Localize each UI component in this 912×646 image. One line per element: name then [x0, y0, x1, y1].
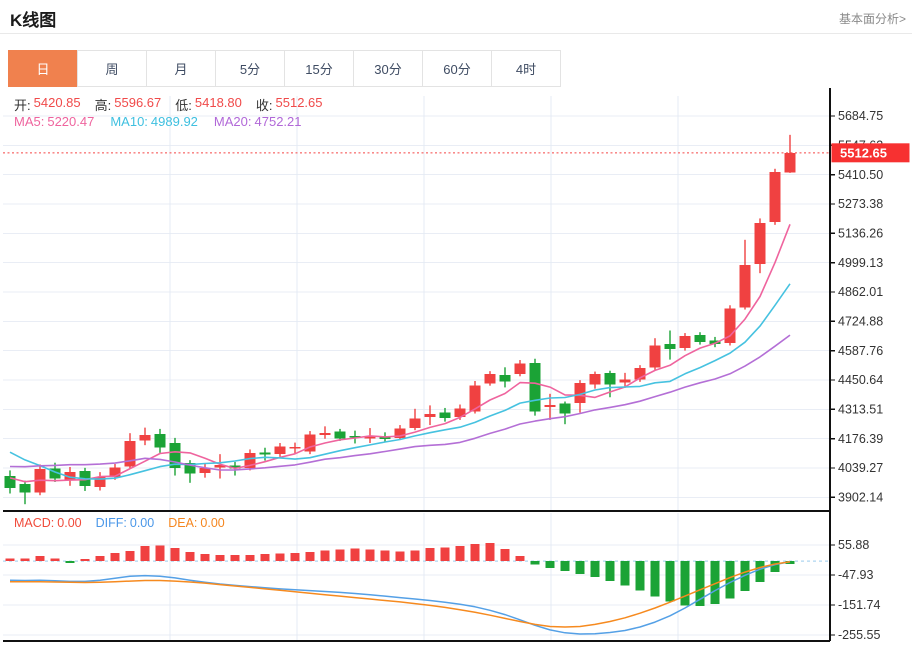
diff-line	[9, 560, 791, 635]
high-value: 5596.67	[114, 95, 162, 110]
ma10-line	[9, 283, 791, 480]
high-label: 高:	[94, 98, 112, 113]
macd-label: MACD:	[14, 516, 55, 530]
svg-text:4450.64: 4450.64	[838, 373, 883, 387]
tab-15min[interactable]: 15分	[284, 50, 354, 87]
open-value: 5420.85	[33, 95, 81, 110]
ma20-label: MA20:	[213, 114, 252, 129]
ohlc-readout: 开: 5420.85 高: 5596.67 低: 5418.80 收: 5512.65	[14, 95, 323, 114]
diff-value: 0.00	[129, 516, 155, 530]
ma5-label: MA5:	[14, 114, 45, 129]
diff-label: DIFF:	[95, 516, 127, 530]
svg-text:4313.51: 4313.51	[838, 403, 883, 417]
tab-day[interactable]: 日	[8, 50, 78, 87]
close-label: 收:	[255, 98, 273, 113]
open-label: 开:	[14, 98, 31, 113]
svg-text:4724.88: 4724.88	[838, 315, 883, 329]
dea-value: 0.00	[200, 516, 225, 530]
svg-text:5136.26: 5136.26	[838, 227, 883, 241]
low-value: 5418.80	[194, 95, 242, 110]
tab-month[interactable]: 月	[146, 50, 216, 87]
header-divider	[0, 33, 912, 34]
fundamental-analysis-link[interactable]: 基本面分析>	[838, 12, 906, 26]
low-label: 低:	[175, 98, 192, 113]
svg-text:-255.55: -255.55	[838, 628, 880, 642]
tab-60min[interactable]: 60分	[422, 50, 492, 87]
svg-text:-151.74: -151.74	[838, 598, 880, 612]
ma10-value: 4989.92	[150, 114, 198, 129]
axes-frame	[3, 88, 831, 643]
ma20-value: 4752.21	[254, 114, 302, 129]
macd-axis-labels: 55.88 -47.93 -151.74 -255.55	[830, 538, 880, 642]
page-title: K线图	[10, 11, 57, 30]
ma10-label: MA10:	[110, 114, 148, 129]
svg-text:4176.39: 4176.39	[838, 432, 883, 446]
kline-canvas: 5684.755547.635410.505273.385136.264999.…	[3, 88, 910, 643]
candles-layer	[4, 134, 796, 505]
svg-text:5512.65: 5512.65	[840, 145, 887, 160]
ma-legend: MA5: 5220.47 MA10: 4989.92 MA20: 4752.21	[14, 114, 302, 129]
ma5-line	[9, 224, 791, 483]
svg-text:5273.38: 5273.38	[838, 197, 883, 211]
svg-text:4999.13: 4999.13	[838, 256, 883, 270]
close-value: 5512.65	[275, 95, 323, 110]
svg-text:4587.76: 4587.76	[838, 344, 883, 358]
ma5-value: 5220.47	[47, 114, 95, 129]
svg-text:5684.75: 5684.75	[838, 109, 883, 123]
svg-text:-47.93: -47.93	[838, 568, 873, 582]
tab-4hour[interactable]: 4时	[491, 50, 561, 87]
macd-value: 0.00	[57, 516, 82, 530]
macd-legend: MACD: 0.00 DIFF: 0.00 DEA: 0.00	[14, 516, 225, 530]
dea-label: DEA:	[168, 516, 198, 530]
svg-text:55.88: 55.88	[838, 538, 869, 552]
period-tabbar: 日 周 月 5分 15分 30分 60分 4时	[8, 50, 561, 87]
tab-week[interactable]: 周	[77, 50, 147, 87]
tab-30min[interactable]: 30分	[353, 50, 423, 87]
svg-text:4039.27: 4039.27	[838, 461, 883, 475]
svg-text:3902.14: 3902.14	[838, 491, 883, 505]
svg-text:5410.50: 5410.50	[838, 168, 883, 182]
macd-histogram	[5, 543, 795, 607]
ma20-line	[9, 334, 791, 471]
chart-area: 5684.755547.635410.505273.385136.264999.…	[0, 86, 912, 646]
dea-line	[10, 560, 791, 628]
tab-5min[interactable]: 5分	[215, 50, 285, 87]
price-axis-labels: 5684.755547.635410.505273.385136.264999.…	[830, 109, 883, 505]
last-price-marker: 5512.65	[831, 143, 910, 163]
svg-text:4862.01: 4862.01	[838, 285, 883, 299]
